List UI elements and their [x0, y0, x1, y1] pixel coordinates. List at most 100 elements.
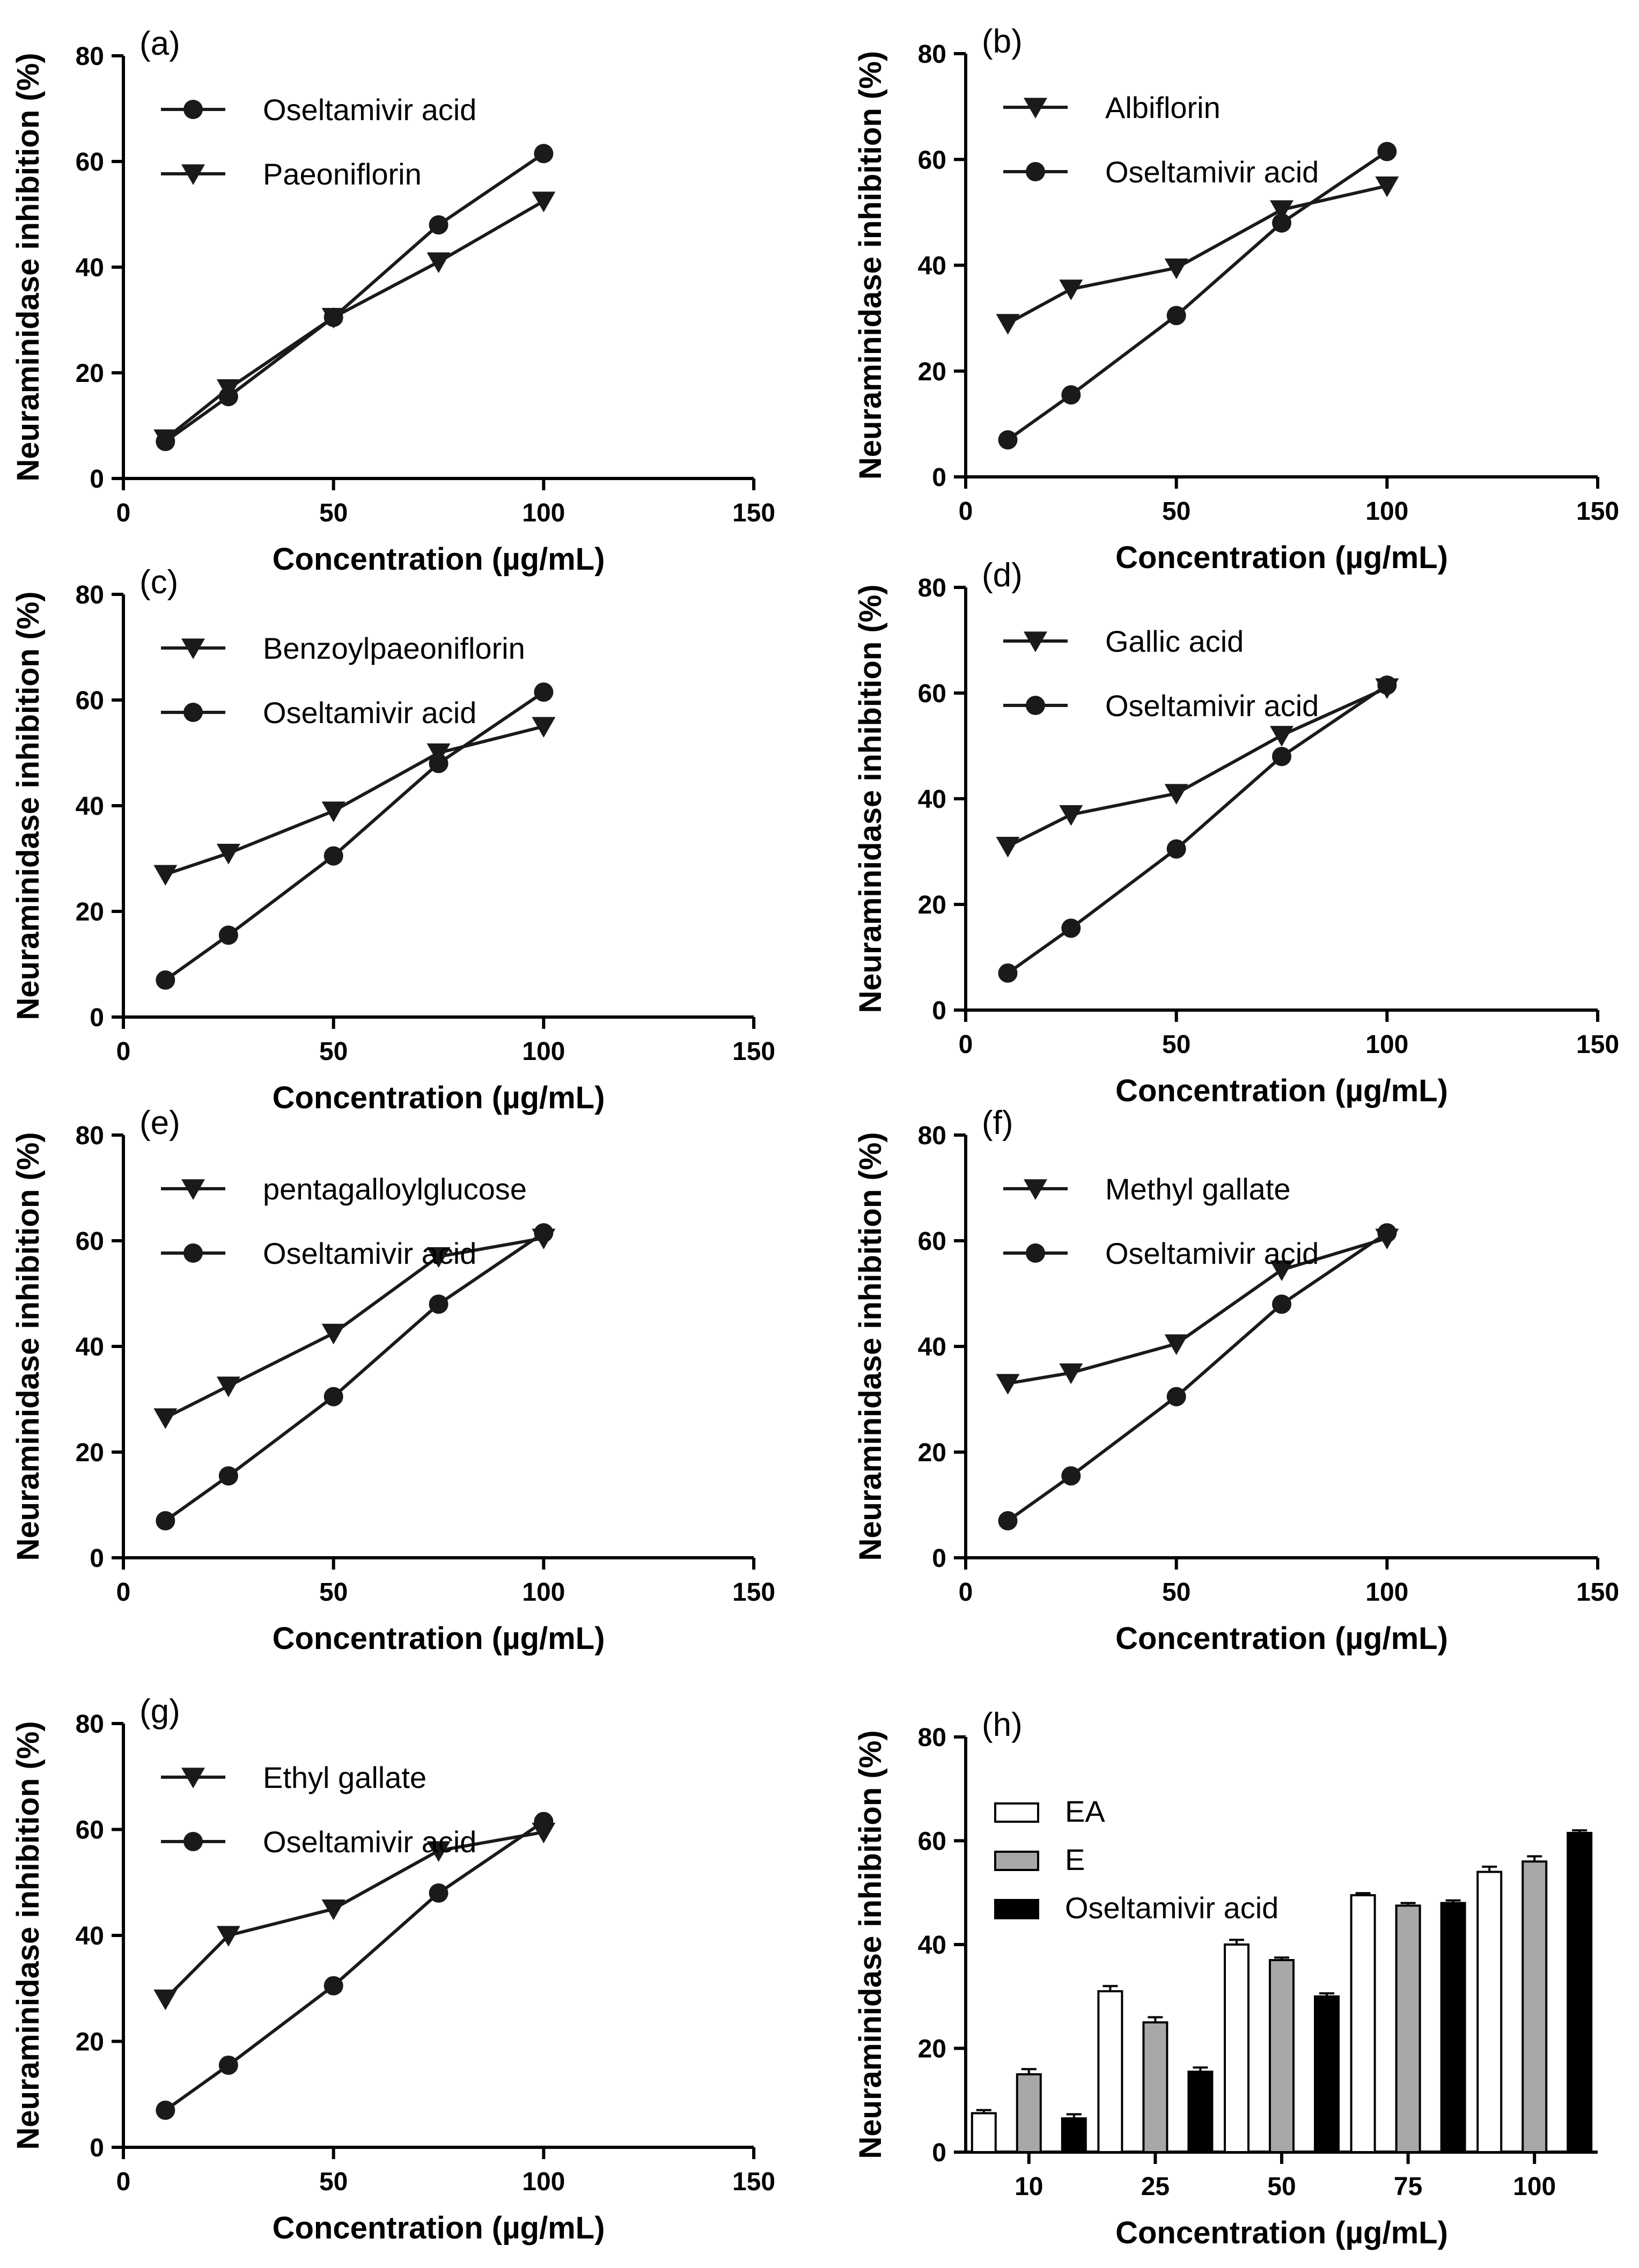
y-tick-label: 20: [76, 359, 104, 388]
y-tick-label: 20: [76, 2028, 104, 2057]
data-point: [534, 682, 554, 702]
data-point: [1059, 279, 1083, 300]
y-tick-label: 80: [918, 574, 946, 602]
legend-label: Oseltamivir acid: [263, 1825, 476, 1859]
legend-label: Oseltamivir acid: [263, 696, 476, 730]
y-tick-label: 40: [918, 252, 946, 281]
x-tick-label: 100: [1365, 1578, 1408, 1607]
legend-marker: [1024, 631, 1047, 652]
data-point: [1061, 1466, 1081, 1486]
legend-label: Oseltamivir acid: [1105, 155, 1319, 189]
chart-panel-a: 0 20 40 60 80 (a) Concentration (µg/mL) Neurami…: [11, 25, 775, 577]
x-tick-label: 100: [1513, 2173, 1556, 2201]
data-point: [1377, 1223, 1397, 1243]
x-tick-label: 50: [319, 2168, 348, 2196]
x-tick-label: 150: [1576, 497, 1619, 526]
y-tick-label: 20: [76, 1439, 104, 1467]
y-tick-label: 0: [932, 2139, 946, 2167]
data-point: [532, 717, 556, 738]
data-point: [216, 1926, 240, 1947]
y-axis-title: Neuraminidase inhibition (%): [11, 53, 46, 481]
data-point: [534, 144, 554, 164]
bar-oseltamivir-acid: [1187, 2071, 1214, 2154]
data-point: [1270, 200, 1293, 221]
panel-label: (e): [139, 1104, 180, 1142]
x-axis-title: Concentration (µg/mL): [273, 1080, 605, 1115]
data-point: [427, 252, 451, 274]
legend-marker: [1024, 98, 1047, 119]
x-axis-title: Concentration (µg/mL): [273, 2211, 605, 2245]
x-tick-label: 0: [116, 1578, 131, 1607]
data-point: [156, 1511, 175, 1531]
bar-ea: [1476, 1871, 1503, 2154]
x-tick-label: 0: [116, 499, 131, 527]
bar-ea: [971, 2112, 997, 2153]
bar-ea: [1350, 1894, 1376, 2153]
y-tick-label: 0: [90, 2134, 104, 2162]
y-tick-label: 40: [76, 792, 104, 821]
bar-e: [1016, 2073, 1042, 2153]
y-tick-label: 60: [76, 1816, 104, 1845]
legend-marker: [1024, 1179, 1047, 1200]
x-tick-label: 0: [959, 1578, 973, 1607]
x-tick-label: 50: [1162, 1030, 1190, 1059]
x-tick-label: 50: [1267, 2173, 1296, 2201]
bar-oseltamivir-acid: [1567, 1831, 1593, 2154]
legend-marker: [181, 1768, 205, 1788]
data-point: [532, 192, 556, 212]
data-point: [1377, 142, 1397, 161]
chart-panel-d: 0 20 40 60 80 (d) Concentration (µg/mL) Neurami…: [853, 557, 1619, 1108]
legend-swatch: [994, 1899, 1039, 1919]
y-tick-label: 80: [76, 581, 104, 609]
y-tick-label: 20: [918, 358, 946, 386]
panel-label: (b): [982, 23, 1023, 60]
x-axis-title: Concentration (µg/mL): [1115, 2215, 1448, 2250]
y-tick-label: 80: [76, 1710, 104, 1739]
data-point: [153, 429, 178, 451]
panel-label: (d): [982, 557, 1023, 594]
y-tick-label: 40: [76, 1922, 104, 1950]
data-point: [534, 1812, 554, 1831]
legend-label: Oseltamivir acid: [1065, 1891, 1278, 1925]
data-point: [1061, 918, 1081, 938]
x-tick-label: 10: [1015, 2173, 1043, 2201]
x-tick-label: 25: [1141, 2173, 1170, 2201]
y-tick-label: 20: [918, 2035, 946, 2064]
y-tick-label: 60: [76, 687, 104, 715]
bar-ea: [1097, 1990, 1123, 2153]
legend-marker: [181, 1179, 205, 1200]
x-tick-label: 0: [959, 1030, 973, 1059]
y-axis-title: Neuraminidase inhibition (%): [853, 51, 888, 480]
y-tick-label: 60: [918, 1227, 946, 1256]
y-tick-label: 40: [918, 785, 946, 814]
data-point: [1377, 675, 1397, 695]
chart-panel-e: 0 20 40 60 80 (e) Concentration (µg/mL) Neurami…: [11, 1104, 775, 1656]
panel-label: (c): [139, 564, 178, 601]
x-tick-label: 0: [959, 497, 973, 526]
data-point: [321, 1899, 346, 1920]
y-tick-label: 80: [918, 40, 946, 69]
y-axis-title: Neuraminidase inhibition (%): [853, 1132, 888, 1560]
legend-marker: [181, 164, 205, 185]
y-tick-label: 60: [918, 1828, 946, 1856]
data-point: [1164, 258, 1188, 279]
panel-label: (h): [982, 1706, 1023, 1743]
data-point: [216, 1376, 240, 1397]
series-line-albiflorin: [1007, 184, 1387, 325]
panel-label: (g): [139, 1693, 180, 1730]
data-point: [324, 1387, 343, 1407]
x-tick-label: 150: [732, 1037, 775, 1066]
x-axis-title: Concentration (µg/mL): [1115, 540, 1448, 575]
legend-marker: [1026, 1243, 1045, 1263]
y-axis-title: Neuraminidase inhibition (%): [11, 591, 46, 1020]
x-axis-title: Concentration (µg/mL): [273, 1621, 605, 1656]
legend-label: EA: [1065, 1794, 1105, 1828]
data-point: [1059, 805, 1083, 826]
x-tick-label: 150: [732, 499, 775, 527]
legend-marker: [183, 100, 203, 119]
data-point: [427, 1247, 451, 1268]
data-point: [1061, 385, 1081, 405]
chart-panel-c: 0 20 40 60 80 (c) Concentration (µg/mL) Neurami…: [11, 564, 775, 1115]
data-point: [321, 307, 346, 329]
x-tick-label: 100: [522, 499, 565, 527]
